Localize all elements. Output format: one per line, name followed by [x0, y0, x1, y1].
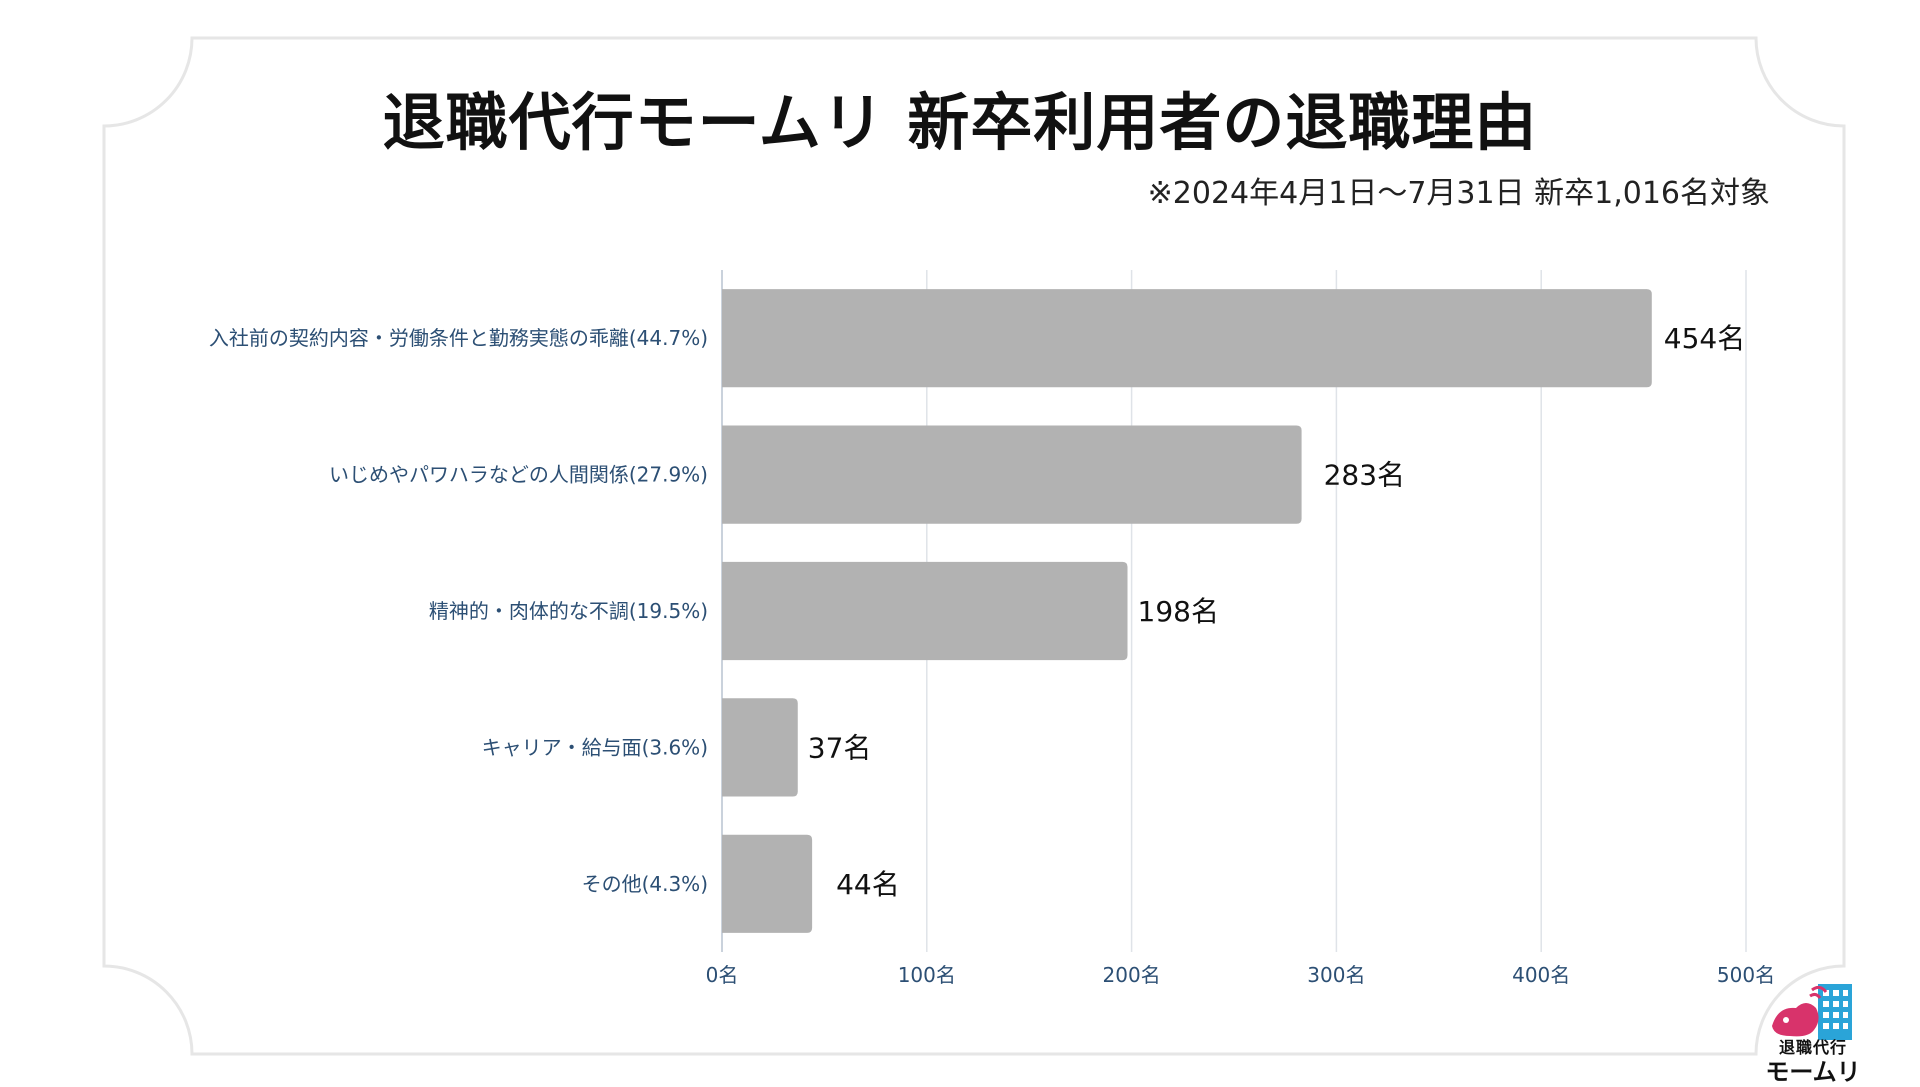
category-label: その他(4.3%) — [582, 872, 708, 896]
x-tick-label: 200名 — [1103, 963, 1161, 987]
x-tick-label: 100名 — [898, 963, 956, 987]
category-label: 入社前の契約内容・労働条件と勤務実態の乖離(44.7%) — [209, 326, 708, 350]
frame-border — [102, 36, 1846, 1056]
value-label: 37名 — [808, 731, 872, 764]
labels-layer: 0名 100名 200名 300名 400名 500名 入社前の契約内容・労働条件と勤務実態… — [209, 322, 1775, 987]
chart-subtitle: ※2024年4月1日～7月31日 新卒1,016名対象 — [1147, 176, 1770, 211]
category-label: キャリア・給与面(3.6%) — [482, 735, 708, 759]
x-tick-label: 0名 — [706, 963, 739, 987]
chart-title: 退職代行モームリ 新卒利用者の退職理由 — [382, 86, 1538, 159]
category-label: いじめやパワハラなどの人間関係(27.9%) — [329, 463, 708, 487]
momuri-logo-icon — [1772, 984, 1852, 1040]
value-label: 454名 — [1664, 322, 1745, 355]
value-label: 44名 — [836, 868, 900, 901]
value-label: 283名 — [1324, 459, 1405, 492]
x-tick-label: 400名 — [1512, 963, 1570, 987]
bar — [722, 834, 813, 933]
x-tick-label: 300名 — [1307, 963, 1365, 987]
bars-layer — [722, 289, 1652, 933]
bar — [722, 289, 1652, 388]
x-tick-label: 500名 — [1717, 963, 1775, 987]
bar — [722, 425, 1302, 524]
bar — [722, 698, 798, 797]
category-label: 精神的・肉体的な不調(19.5%) — [429, 599, 708, 623]
bar — [722, 561, 1128, 661]
value-label: 198名 — [1138, 595, 1219, 628]
logo-text-line2: モームリ — [1765, 1058, 1861, 1086]
logo-text-line1: 退職代行 — [1778, 1038, 1847, 1057]
